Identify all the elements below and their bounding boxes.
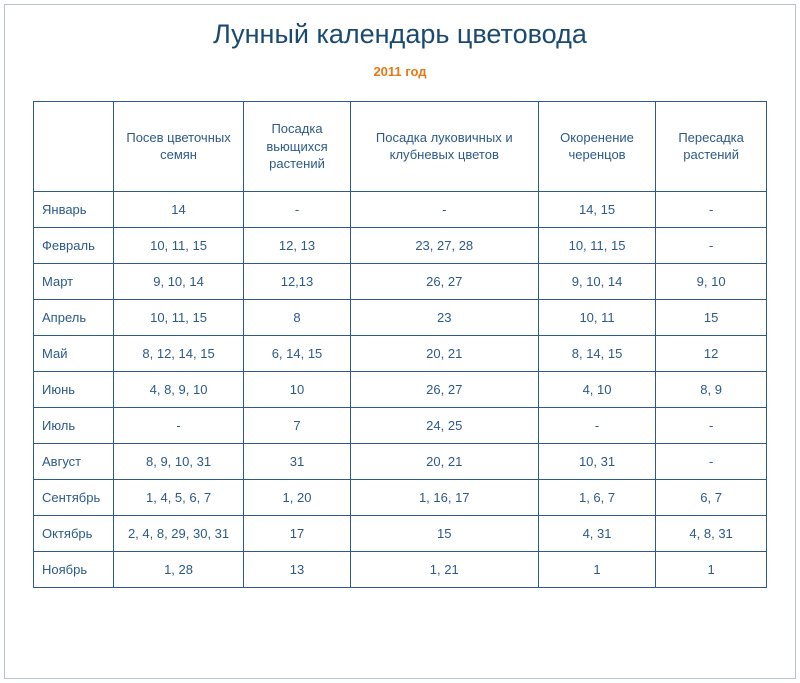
data-cell: 6, 14, 15 — [244, 335, 350, 371]
data-cell: 23, 27, 28 — [350, 227, 538, 263]
month-cell: Ноябрь — [34, 551, 114, 587]
data-cell: 1, 28 — [113, 551, 244, 587]
column-header-bulbs: Посадка луковичных и клубневых цветов — [350, 102, 538, 192]
data-cell: 10, 31 — [538, 443, 655, 479]
data-cell: 10 — [244, 371, 350, 407]
column-header-month — [34, 102, 114, 192]
data-cell: - — [350, 191, 538, 227]
table-row: Июнь 4, 8, 9, 10 10 26, 27 4, 10 8, 9 — [34, 371, 767, 407]
table-row: Март 9, 10, 14 12,13 26, 27 9, 10, 14 9,… — [34, 263, 767, 299]
data-cell: 1, 20 — [244, 479, 350, 515]
data-cell: 8 — [244, 299, 350, 335]
data-cell: 15 — [656, 299, 767, 335]
month-cell: Октябрь — [34, 515, 114, 551]
data-cell: 12,13 — [244, 263, 350, 299]
data-cell: 4, 10 — [538, 371, 655, 407]
data-cell: 4, 31 — [538, 515, 655, 551]
month-cell: Сентябрь — [34, 479, 114, 515]
month-cell: Июль — [34, 407, 114, 443]
month-cell: Май — [34, 335, 114, 371]
page-subtitle: 2011 год — [33, 64, 767, 79]
data-cell: 1, 21 — [350, 551, 538, 587]
data-cell: 9, 10, 14 — [113, 263, 244, 299]
table-header-row: Посев цветочных семян Посадка вьющихся р… — [34, 102, 767, 192]
data-cell: 17 — [244, 515, 350, 551]
data-cell: 1 — [538, 551, 655, 587]
data-cell: 8, 9 — [656, 371, 767, 407]
table-row: Сентябрь 1, 4, 5, 6, 7 1, 20 1, 16, 17 1… — [34, 479, 767, 515]
table-row: Апрель 10, 11, 15 8 23 10, 11 15 — [34, 299, 767, 335]
data-cell: 9, 10, 14 — [538, 263, 655, 299]
column-header-transplant: Пересадка растений — [656, 102, 767, 192]
data-cell: 4, 8, 31 — [656, 515, 767, 551]
data-cell: 26, 27 — [350, 263, 538, 299]
data-cell: 9, 10 — [656, 263, 767, 299]
column-header-climbing: Посадка вьющихся растений — [244, 102, 350, 192]
data-cell: 12, 13 — [244, 227, 350, 263]
data-cell: 8, 12, 14, 15 — [113, 335, 244, 371]
month-cell: Июнь — [34, 371, 114, 407]
data-cell: 10, 11, 15 — [538, 227, 655, 263]
data-cell: - — [656, 191, 767, 227]
column-header-rooting: Окоренение черенцов — [538, 102, 655, 192]
data-cell: 15 — [350, 515, 538, 551]
data-cell: - — [244, 191, 350, 227]
data-cell: 10, 11, 15 — [113, 299, 244, 335]
data-cell: 20, 21 — [350, 335, 538, 371]
data-cell: - — [656, 407, 767, 443]
data-cell: 14 — [113, 191, 244, 227]
data-cell: 7 — [244, 407, 350, 443]
data-cell: 10, 11, 15 — [113, 227, 244, 263]
data-cell: - — [656, 443, 767, 479]
month-cell: Январь — [34, 191, 114, 227]
month-cell: Февраль — [34, 227, 114, 263]
data-cell: 23 — [350, 299, 538, 335]
data-cell: 12 — [656, 335, 767, 371]
data-cell: 14, 15 — [538, 191, 655, 227]
data-cell: 2, 4, 8, 29, 30, 31 — [113, 515, 244, 551]
data-cell: 20, 21 — [350, 443, 538, 479]
page-title: Лунный календарь цветовода — [33, 19, 767, 50]
table-row: Ноябрь 1, 28 13 1, 21 1 1 — [34, 551, 767, 587]
data-cell: 10, 11 — [538, 299, 655, 335]
data-cell: 24, 25 — [350, 407, 538, 443]
data-cell: 26, 27 — [350, 371, 538, 407]
table-row: Июль - 7 24, 25 - - — [34, 407, 767, 443]
column-header-sowing: Посев цветочных семян — [113, 102, 244, 192]
table-body: Январь 14 - - 14, 15 - Февраль 10, 11, 1… — [34, 191, 767, 587]
table-row: Февраль 10, 11, 15 12, 13 23, 27, 28 10,… — [34, 227, 767, 263]
data-cell: - — [538, 407, 655, 443]
data-cell: 8, 14, 15 — [538, 335, 655, 371]
table-row: Май 8, 12, 14, 15 6, 14, 15 20, 21 8, 14… — [34, 335, 767, 371]
month-cell: Август — [34, 443, 114, 479]
data-cell: 1 — [656, 551, 767, 587]
data-cell: 6, 7 — [656, 479, 767, 515]
data-cell: 31 — [244, 443, 350, 479]
month-cell: Апрель — [34, 299, 114, 335]
data-cell: 1, 6, 7 — [538, 479, 655, 515]
data-cell: 8, 9, 10, 31 — [113, 443, 244, 479]
calendar-table: Посев цветочных семян Посадка вьющихся р… — [33, 101, 767, 588]
data-cell: - — [656, 227, 767, 263]
data-cell: 4, 8, 9, 10 — [113, 371, 244, 407]
document-container: Лунный календарь цветовода 2011 год Посе… — [4, 4, 796, 679]
table-row: Январь 14 - - 14, 15 - — [34, 191, 767, 227]
month-cell: Март — [34, 263, 114, 299]
data-cell: 13 — [244, 551, 350, 587]
table-row: Август 8, 9, 10, 31 31 20, 21 10, 31 - — [34, 443, 767, 479]
table-row: Октябрь 2, 4, 8, 29, 30, 31 17 15 4, 31 … — [34, 515, 767, 551]
data-cell: 1, 4, 5, 6, 7 — [113, 479, 244, 515]
data-cell: 1, 16, 17 — [350, 479, 538, 515]
data-cell: - — [113, 407, 244, 443]
